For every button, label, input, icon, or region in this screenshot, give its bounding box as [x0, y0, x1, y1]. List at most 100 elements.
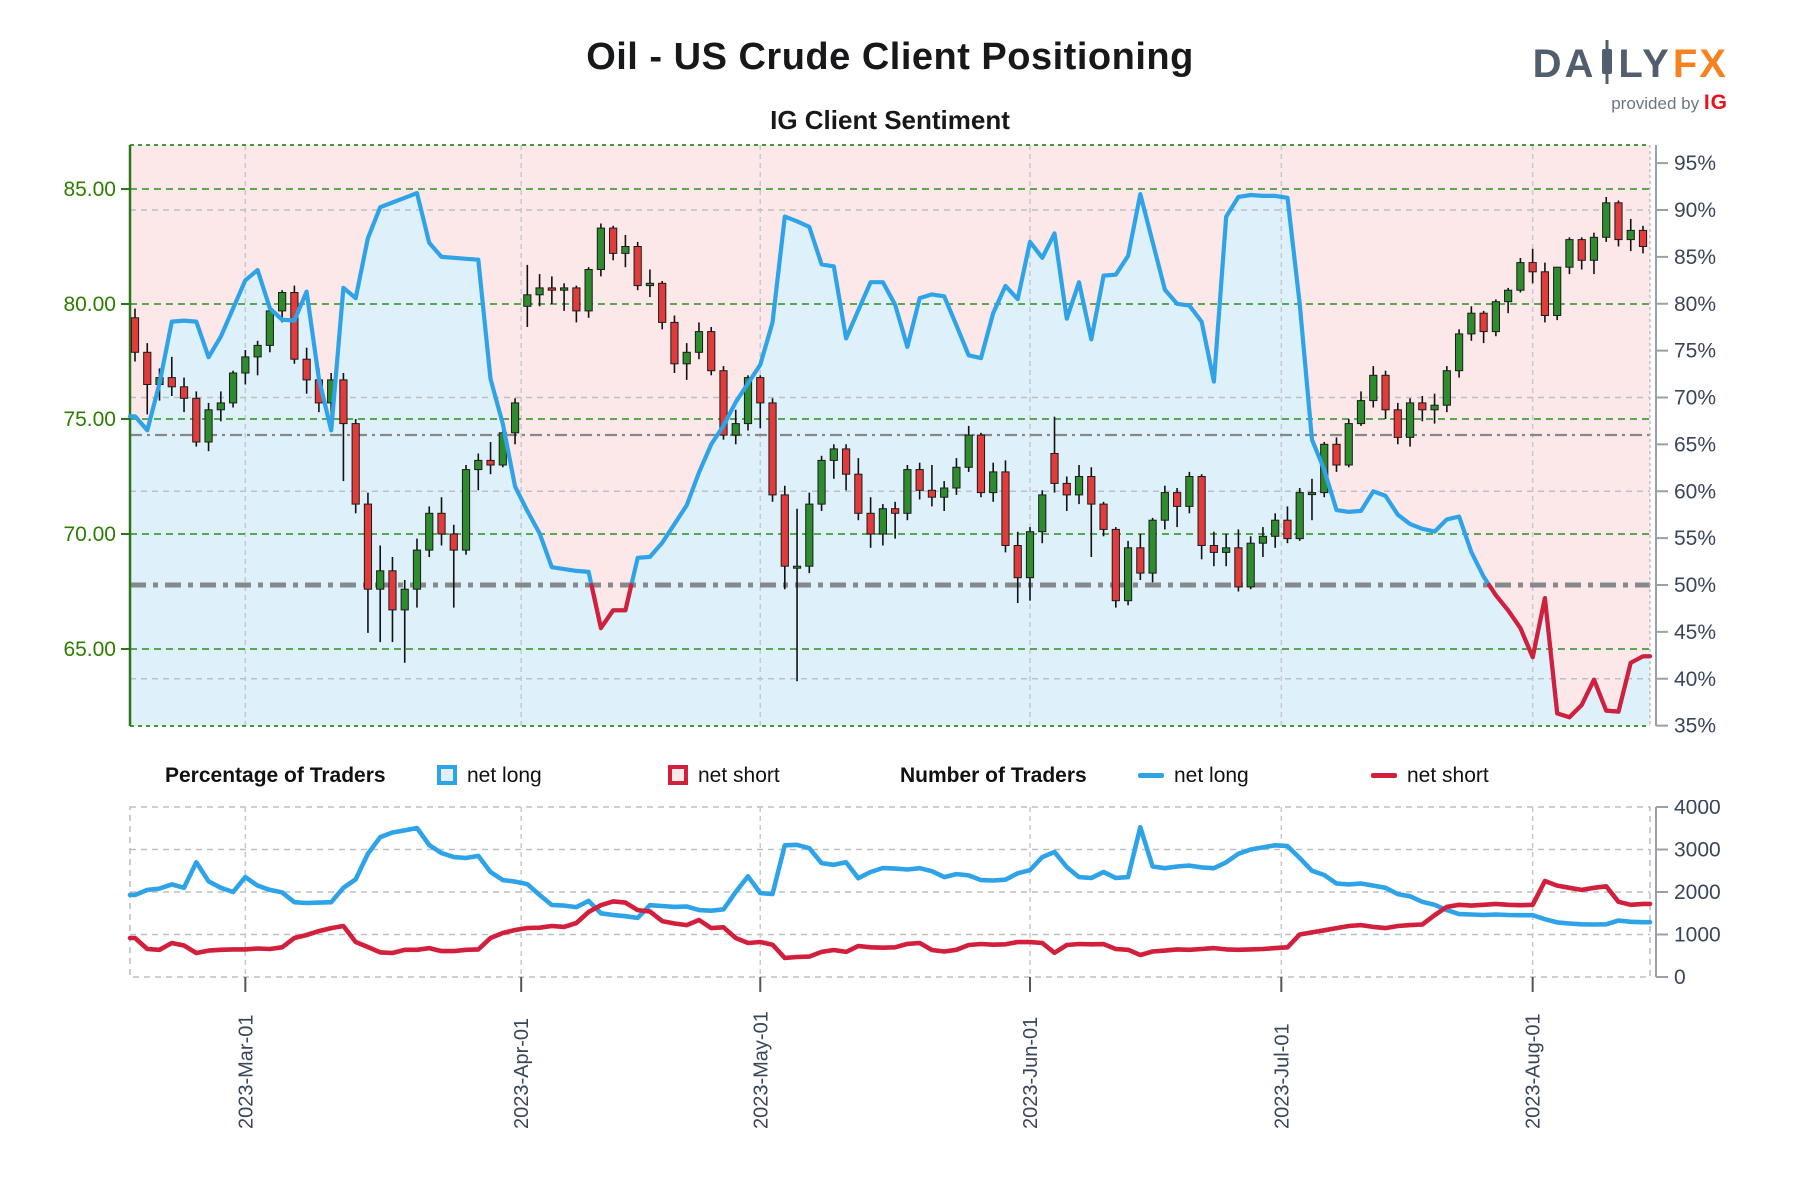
logo-text-da: DA — [1532, 42, 1597, 86]
candle — [1405, 402, 1415, 438]
candle — [1099, 503, 1108, 530]
svg-text:60%: 60% — [1674, 480, 1716, 503]
month-label: 2023-Jul-01 — [1271, 1023, 1293, 1129]
chart-subtitle: IG Client Sentiment — [770, 105, 1010, 135]
candle — [1479, 312, 1488, 333]
traders-axis: 4000 3000 2000 1000 0 — [1655, 800, 1721, 989]
candle — [1050, 453, 1059, 484]
candle — [1087, 476, 1096, 505]
candle — [964, 434, 973, 468]
candle — [719, 370, 728, 436]
candle — [1602, 202, 1611, 238]
candle — [1393, 409, 1402, 438]
candle — [412, 549, 422, 590]
date-axis-labels: 2023-Mar-01 2023-Apr-01 2023-May-01 2023-Ju… — [235, 977, 1545, 1129]
candle — [278, 292, 287, 312]
candle — [707, 331, 716, 372]
candle — [805, 503, 814, 567]
svg-text:70.00: 70.00 — [63, 523, 116, 546]
candle — [1234, 547, 1243, 588]
candle — [1577, 239, 1586, 261]
candle — [253, 344, 262, 358]
ig-logo-text: IG — [1703, 91, 1728, 114]
candle — [584, 269, 593, 312]
svg-text:40%: 40% — [1674, 668, 1716, 691]
candle — [1246, 542, 1255, 588]
legend-percentage-title: Percentage of Traders — [165, 764, 386, 787]
candle — [817, 459, 826, 505]
candle — [1467, 312, 1476, 335]
net-short-line-label: net short — [1407, 764, 1489, 787]
candle — [1111, 528, 1120, 602]
candle — [1136, 547, 1145, 574]
svg-text:0: 0 — [1674, 966, 1686, 989]
candle — [1638, 229, 1648, 247]
net-long-background-area — [130, 193, 1650, 727]
candle — [1528, 262, 1537, 273]
candle — [510, 402, 520, 434]
candle — [425, 512, 434, 551]
svg-text:45%: 45% — [1674, 621, 1716, 644]
candle — [290, 292, 299, 360]
month-label: 2023-May-01 — [750, 1011, 772, 1129]
net-short-line-swatch — [1371, 773, 1397, 778]
candle — [1013, 545, 1022, 579]
month-label: 2023-Apr-01 — [511, 1018, 533, 1129]
logo-text-ly: LY — [1618, 42, 1672, 86]
candle — [363, 503, 373, 590]
chart-legend: Percentage of Traders net long net short… — [0, 758, 1800, 798]
candle — [780, 494, 789, 567]
candle — [130, 317, 140, 353]
candle — [743, 377, 753, 425]
candle — [1062, 482, 1071, 496]
candle — [1185, 476, 1194, 507]
logo-text-fx: FX — [1672, 42, 1728, 86]
svg-text:55%: 55% — [1674, 527, 1716, 550]
candle — [1344, 423, 1353, 466]
candle — [1356, 400, 1366, 425]
candle — [1332, 443, 1341, 466]
candle — [179, 386, 189, 399]
candle — [1295, 492, 1304, 540]
candle — [486, 459, 495, 466]
candle — [437, 512, 446, 535]
candle — [302, 358, 311, 381]
candle — [621, 246, 630, 254]
candle — [658, 282, 667, 323]
candle — [878, 508, 887, 535]
svg-text:50%: 50% — [1674, 574, 1716, 597]
candle — [339, 379, 348, 425]
candle — [952, 466, 961, 489]
candle — [841, 448, 851, 475]
percent-axis: 95% 90% 85% 80% 75% 70% 65% 60% 55% 50% 45% 40% 35% — [1655, 145, 1716, 738]
candle — [351, 423, 360, 505]
candle — [670, 321, 679, 365]
candle — [1516, 262, 1525, 291]
candle — [1430, 404, 1439, 411]
candle — [449, 533, 458, 551]
month-label: 2023-Jun-01 — [1020, 1017, 1042, 1129]
candle — [1454, 333, 1464, 372]
candle — [768, 402, 777, 496]
candle — [1258, 535, 1268, 544]
candle — [903, 469, 912, 514]
net-short-area-swatch — [668, 765, 688, 785]
net-long-line-label: net long — [1174, 764, 1249, 787]
candle — [228, 372, 238, 404]
candle — [1504, 289, 1513, 303]
candle — [535, 287, 544, 296]
candle — [927, 489, 937, 498]
candle — [891, 508, 900, 514]
candle — [1148, 519, 1157, 574]
candle — [1565, 239, 1574, 268]
candle — [792, 565, 802, 569]
svg-text:65%: 65% — [1674, 433, 1716, 456]
candle — [756, 377, 765, 404]
candle — [866, 512, 875, 535]
svg-text:4000: 4000 — [1674, 800, 1721, 819]
candle — [1038, 494, 1047, 533]
candle — [854, 473, 863, 514]
candle — [216, 402, 225, 411]
candle — [596, 227, 605, 271]
